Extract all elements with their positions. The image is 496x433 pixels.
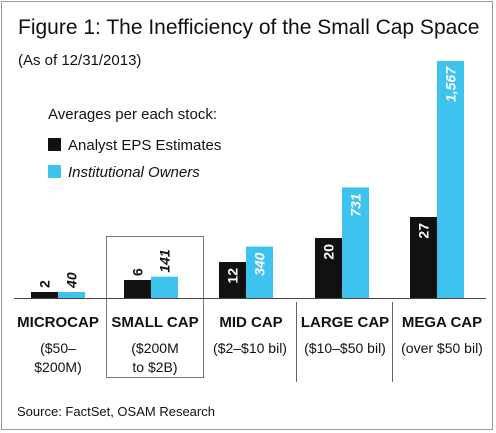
legend-label-institutional-owners: Institutional Owners <box>68 164 200 181</box>
legend-swatch-analyst-eps <box>48 138 61 151</box>
small-cap-highlight-box <box>106 236 204 378</box>
category-range-line: ($50– <box>40 340 76 356</box>
bar-institutional-owners-mega-cap <box>437 61 464 298</box>
category-range-line: ($200M <box>131 340 179 356</box>
bar-institutional-owners-mid-cap <box>246 246 273 298</box>
data-label-analyst-eps: 20 <box>321 244 337 260</box>
category-range-mid-cap: ($2–$10 bil) <box>202 339 298 358</box>
data-label-institutional-owners: 731 <box>348 193 364 217</box>
category-range-mega-cap: (over $50 bil) <box>392 339 492 358</box>
bar-analyst-eps-microcap <box>31 292 58 298</box>
category-range-small-cap: ($200M to $2B) <box>106 339 204 377</box>
category-name-mega-cap: MEGA CAP <box>401 314 483 331</box>
category-range-line: $200M) <box>34 359 82 375</box>
chart-title: Figure 1: The Inefficiency of the Small … <box>18 16 480 39</box>
source-note: Source: FactSet, OSAM Research <box>17 404 215 419</box>
bar-institutional-owners-small-cap <box>151 276 178 298</box>
category-range-line: (over $50 bil) <box>401 340 483 356</box>
data-label-analyst-eps: 2 <box>37 280 53 288</box>
chart-subtitle: (As of 12/31/2013) <box>18 52 142 69</box>
category-name-microcap: MICROCAP <box>17 314 99 331</box>
data-label-analyst-eps: 6 <box>130 268 146 276</box>
bar-institutional-owners-large-cap <box>342 187 369 298</box>
category-range-line: ($10–$50 bil) <box>304 340 386 356</box>
data-label-institutional-owners: 340 <box>252 252 268 276</box>
category-range-microcap: ($50– $200M) <box>8 339 108 377</box>
category-range-line: to $2B) <box>132 359 178 375</box>
legend-label-analyst-eps: Analyst EPS Estimates <box>68 137 222 154</box>
bar-analyst-eps-mega-cap <box>410 217 437 298</box>
data-label-institutional-owners: 40 <box>64 272 80 289</box>
category-divider <box>392 302 393 382</box>
legend-item-analyst-eps: Analyst EPS Estimates <box>48 137 221 154</box>
legend-item-institutional-owners: Institutional Owners <box>48 164 200 181</box>
category-divider <box>296 302 297 382</box>
category-range-large-cap: ($10–$50 bil) <box>296 339 394 358</box>
bar-analyst-eps-mid-cap <box>219 262 246 298</box>
bar-analyst-eps-small-cap <box>124 280 151 298</box>
legend-swatch-institutional-owners <box>48 165 61 178</box>
legend-title: Averages per each stock: <box>48 106 217 123</box>
category-name-large-cap: LARGE CAP <box>300 314 390 331</box>
category-name-small-cap: SMALL CAP <box>111 314 199 331</box>
data-label-analyst-eps: 27 <box>416 223 432 239</box>
bar-analyst-eps-large-cap <box>315 238 342 298</box>
category-name-mid-cap: MID CAP <box>219 314 283 331</box>
data-label-analyst-eps: 12 <box>225 268 241 284</box>
data-label-institutional-owners: 1,567 <box>443 66 459 102</box>
data-label-institutional-owners: 141 <box>157 249 173 273</box>
category-range-line: ($2–$10 bil) <box>213 340 287 356</box>
bar-institutional-owners-microcap <box>58 291 85 298</box>
